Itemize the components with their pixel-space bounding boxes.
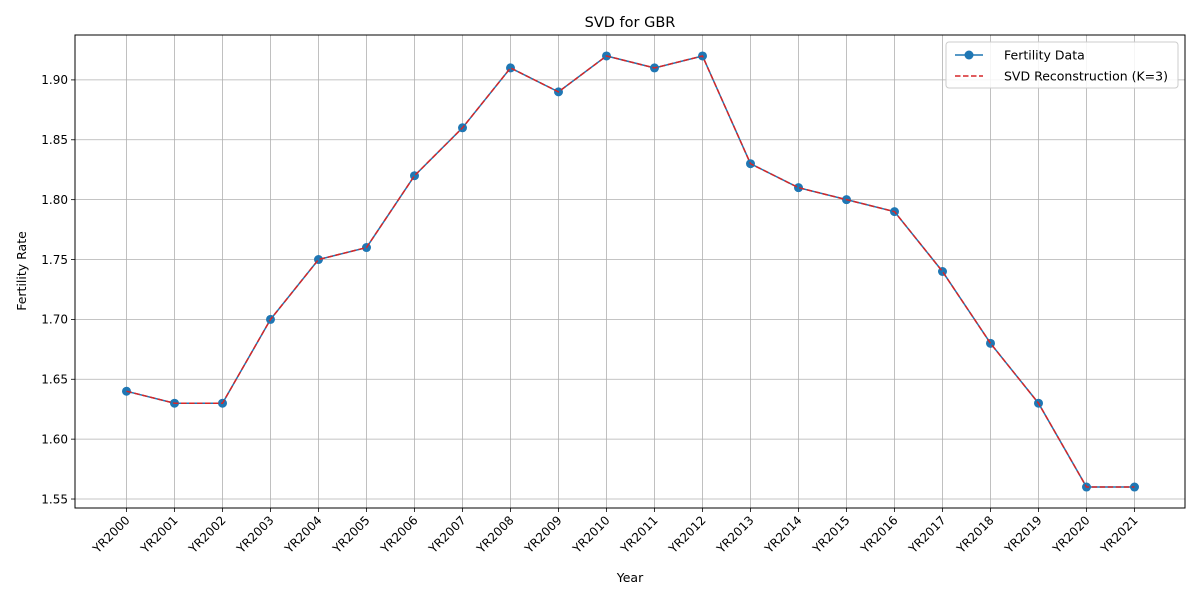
y-tick-label: 1.55 <box>41 492 68 506</box>
legend-label-svd: SVD Reconstruction (K=3) <box>1004 69 1168 84</box>
series-layer <box>122 51 1139 492</box>
data-point <box>794 183 803 193</box>
x-tick-label: YR2008 <box>473 513 516 556</box>
y-tick-label: 1.70 <box>41 313 68 327</box>
legend-box <box>945 41 1179 89</box>
x-axis-label: Year <box>616 570 644 585</box>
x-tick-label: YR2014 <box>761 513 804 556</box>
grid <box>75 35 1185 508</box>
y-tick-label: 1.90 <box>41 73 68 87</box>
y-tick-label: 1.80 <box>41 193 68 207</box>
legend-marker-fertility <box>964 50 974 60</box>
y-tick-label: 1.85 <box>41 133 68 147</box>
x-tick-label: YR2017 <box>905 513 948 556</box>
x-tick-label: YR2021 <box>1097 513 1140 556</box>
x-tick-label: YR2015 <box>809 513 852 556</box>
x-tick-label: YR2019 <box>1001 513 1044 556</box>
x-tick-label: YR2010 <box>569 513 612 556</box>
svd-reconstruction-line <box>126 55 1135 488</box>
x-tick-label: YR2007 <box>425 513 468 556</box>
x-tick-label: YR2011 <box>617 513 660 556</box>
x-tick-label: YR2018 <box>953 513 996 556</box>
x-tick-label: YR2004 <box>281 513 324 556</box>
legend-label-fertility: Fertility Data <box>1004 48 1085 63</box>
y-axis-label: Fertility Rate <box>14 231 29 311</box>
x-tick-label: YR2012 <box>665 513 708 556</box>
x-tick-label: YR2016 <box>857 513 900 556</box>
legend: Fertility Data SVD Reconstruction (K=3) <box>945 41 1179 89</box>
series-fertility-data <box>122 51 1139 492</box>
y-tick-label: 1.75 <box>41 253 68 267</box>
y-tick-label: 1.60 <box>41 432 68 446</box>
x-tick-label: YR2002 <box>185 513 228 556</box>
y-tick-label: 1.65 <box>41 373 68 387</box>
chart-title: SVD for GBR <box>585 15 676 31</box>
series-svd-reconstruction <box>126 55 1135 488</box>
data-point <box>122 386 131 396</box>
plot-frame <box>74 34 1186 509</box>
x-tick-label: YR2000 <box>89 513 132 556</box>
x-tick-label: YR2013 <box>713 513 756 556</box>
x-tick-label: YR2009 <box>521 513 564 556</box>
x-tick-label: YR2001 <box>137 513 180 556</box>
fertility-data-line <box>126 55 1135 488</box>
ticks: YR2000 YR2001 YR2002 YR2003 YR2004 YR2005 YR20… <box>41 73 1140 556</box>
x-tick-label: YR2005 <box>329 513 372 556</box>
x-tick-label: YR2003 <box>233 513 276 556</box>
x-tick-label: YR2020 <box>1049 513 1092 556</box>
x-tick-label: YR2006 <box>377 513 420 556</box>
